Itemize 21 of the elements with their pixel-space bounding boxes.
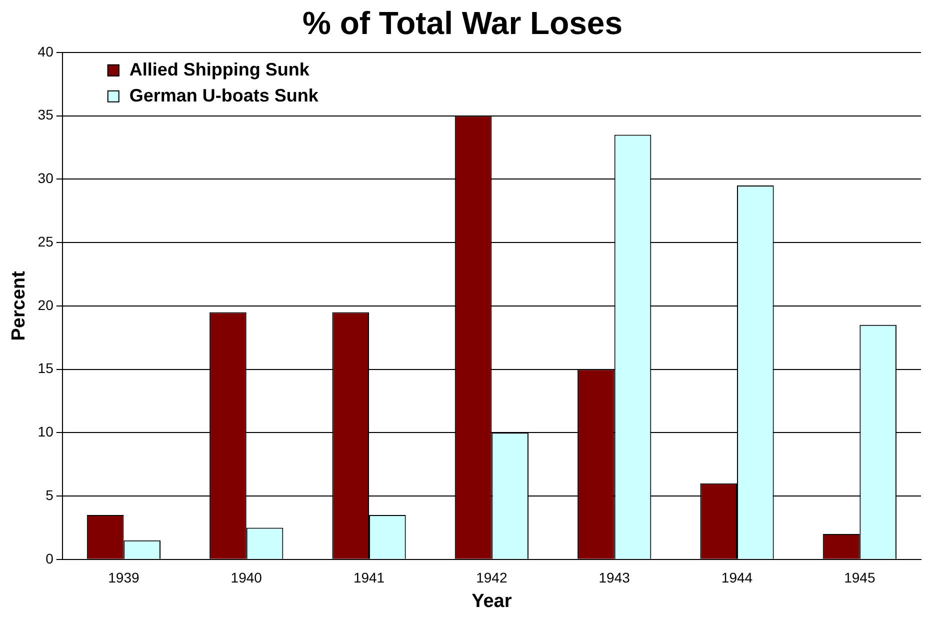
chart-title: % of Total War Loses (302, 5, 623, 42)
x-axis-title: Year (472, 590, 512, 612)
y-tick-label: 30 (38, 170, 54, 186)
x-tick-label: 1942 (476, 570, 508, 586)
y-tick-label: 10 (38, 424, 54, 440)
x-tick-label: 1945 (844, 570, 876, 586)
y-tick-label: 0 (46, 550, 54, 566)
x-tick-label: 1944 (721, 570, 753, 586)
x-tick-label: 1941 (353, 570, 385, 586)
x-tick-label: 1943 (598, 570, 630, 586)
legend-label: Allied Shipping Sunk (129, 59, 310, 80)
legend-label: German U-boats Sunk (129, 85, 320, 106)
y-tick-label: 5 (46, 486, 54, 503)
y-tick-label: 40 (38, 43, 54, 60)
x-tick-label: 1939 (108, 570, 140, 586)
y-axis-title: Percent (8, 270, 30, 341)
x-tick-label: 1940 (230, 570, 262, 586)
y-tick-label: 20 (38, 296, 54, 313)
y-tick-label: 15 (38, 360, 54, 376)
y-tick-label: 25 (38, 233, 54, 250)
y-tick-label: 35 (38, 106, 54, 123)
